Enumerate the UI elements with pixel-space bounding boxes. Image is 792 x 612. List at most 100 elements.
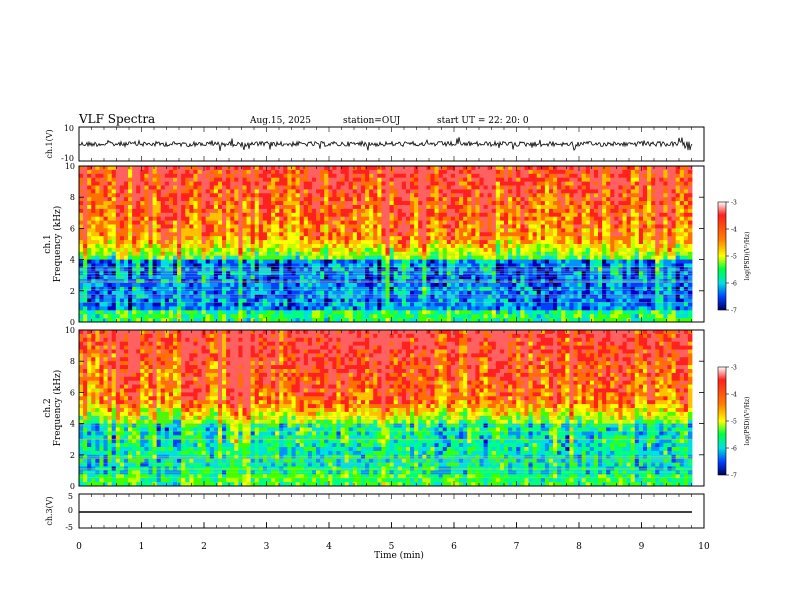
spectrogram-cell (181, 236, 186, 241)
spectrogram-cell (491, 177, 497, 182)
spectrogram-cell (336, 247, 341, 253)
spectrogram-cell (479, 166, 484, 171)
spectrogram-cell (618, 220, 623, 225)
spectrogram-cell (598, 263, 603, 268)
spectrogram-cell (524, 189, 529, 194)
spectrogram-cell (328, 189, 333, 194)
spectrogram-cell (442, 290, 448, 296)
spectrogram-cell (266, 232, 272, 237)
spectrogram-cell (279, 181, 284, 186)
spectrogram-cell (557, 201, 562, 206)
spectrogram-cell (479, 220, 484, 225)
spectrogram-cell (213, 283, 219, 288)
spectrogram-cell (557, 283, 562, 288)
spectrogram-cell (177, 224, 182, 229)
spectrogram-cell (230, 236, 235, 241)
spectrogram-cell (258, 247, 264, 253)
spectrogram-cell (487, 193, 493, 198)
spectrogram-cell (483, 275, 489, 280)
spectrogram-cell (168, 224, 174, 229)
spectrogram-cell (491, 244, 497, 249)
spectrogram-cell (606, 247, 611, 253)
spectrogram-cell (499, 286, 505, 292)
spectrogram-cell (687, 181, 693, 186)
spectrogram-cell (454, 212, 460, 218)
spectrogram-cell (291, 263, 296, 268)
spectrogram-cell (115, 185, 121, 190)
spectrogram-cell (352, 228, 358, 233)
spectrogram-cell (168, 173, 174, 179)
spectrogram-cell (79, 236, 84, 241)
spectrogram-cell (328, 205, 333, 210)
spectrogram-cell (598, 205, 603, 210)
spectrogram-cell (512, 240, 517, 245)
spectrogram-cell (667, 205, 672, 210)
spectrogram-cell (471, 240, 476, 245)
spectrogram-cell (226, 286, 231, 292)
spectrogram-cell (459, 205, 464, 210)
spectrogram-cell (548, 247, 554, 253)
spectrogram-cell (254, 197, 260, 202)
spectrogram-cell (356, 185, 362, 190)
spectrogram-cell (651, 244, 656, 249)
spectrogram-cell (250, 181, 256, 186)
spectrogram-cell (679, 263, 685, 268)
spectrogram-cell (520, 263, 525, 268)
spectrogram-cell (340, 197, 346, 202)
spectrogram-cell (516, 208, 521, 214)
spectrogram-cell (663, 283, 668, 288)
spectrogram-cell (663, 290, 668, 296)
spectrogram-cell (205, 173, 211, 179)
spectrogram-cell (324, 232, 329, 237)
spectrogram-cell (262, 181, 268, 186)
spectrogram-cell (561, 216, 566, 221)
spectrogram-cell (491, 220, 497, 225)
spectrogram-cell (91, 185, 96, 190)
spectrogram-cell (418, 166, 423, 171)
spectrogram-cell (548, 216, 554, 221)
spectrogram-cell (687, 177, 693, 182)
spectrogram-cell (434, 212, 440, 218)
spectrogram-cell (311, 177, 317, 182)
spectrogram-cell (328, 255, 333, 260)
spectrogram-cell (422, 244, 427, 249)
spectrogram-cell (479, 290, 484, 296)
spectrogram-cell (140, 259, 145, 264)
spectrogram-cell (569, 290, 574, 296)
spectrogram-cell (320, 181, 325, 186)
spectrogram-cell (553, 166, 558, 171)
spectrogram-cell (642, 216, 648, 221)
spectrogram-cell (581, 201, 587, 206)
spectrogram-cell (156, 166, 162, 171)
spectrogram-cell (303, 216, 309, 221)
spectrogram-cell (201, 212, 207, 218)
spectrogram-cell (389, 181, 395, 186)
spectrogram-cell (634, 255, 640, 260)
spectrogram-cell (250, 286, 256, 292)
spectrogram-cell (356, 259, 362, 264)
spectrogram-cell (160, 240, 166, 245)
spectrogram-cell (548, 251, 554, 257)
spectrogram-cell (446, 255, 452, 260)
spectrogram-cell (222, 208, 227, 214)
spectrogram-cell (99, 173, 104, 179)
spectrogram-cell (177, 244, 182, 249)
spectrogram-cell (581, 220, 587, 225)
spectrogram-cell (271, 169, 276, 175)
spectrogram-cell (136, 228, 141, 233)
spectrogram-cell (189, 232, 194, 237)
spectrogram-cell (630, 275, 636, 280)
spectrogram-cell (577, 283, 583, 288)
spectrogram-cell (242, 247, 247, 253)
spectrogram-cell (336, 212, 341, 218)
spectrogram-cell (181, 220, 186, 225)
spectrogram-cell (360, 173, 366, 179)
spectrogram-cell (246, 205, 252, 210)
spectrogram-cell (528, 283, 534, 288)
spectrogram-cell (103, 232, 109, 237)
spectrogram-cell (405, 212, 411, 218)
ch1-ytick-top: 10 (64, 124, 74, 133)
spectrogram-cell (365, 173, 370, 179)
spectrogram-cell (197, 197, 202, 202)
spectrogram-cell (205, 193, 211, 198)
